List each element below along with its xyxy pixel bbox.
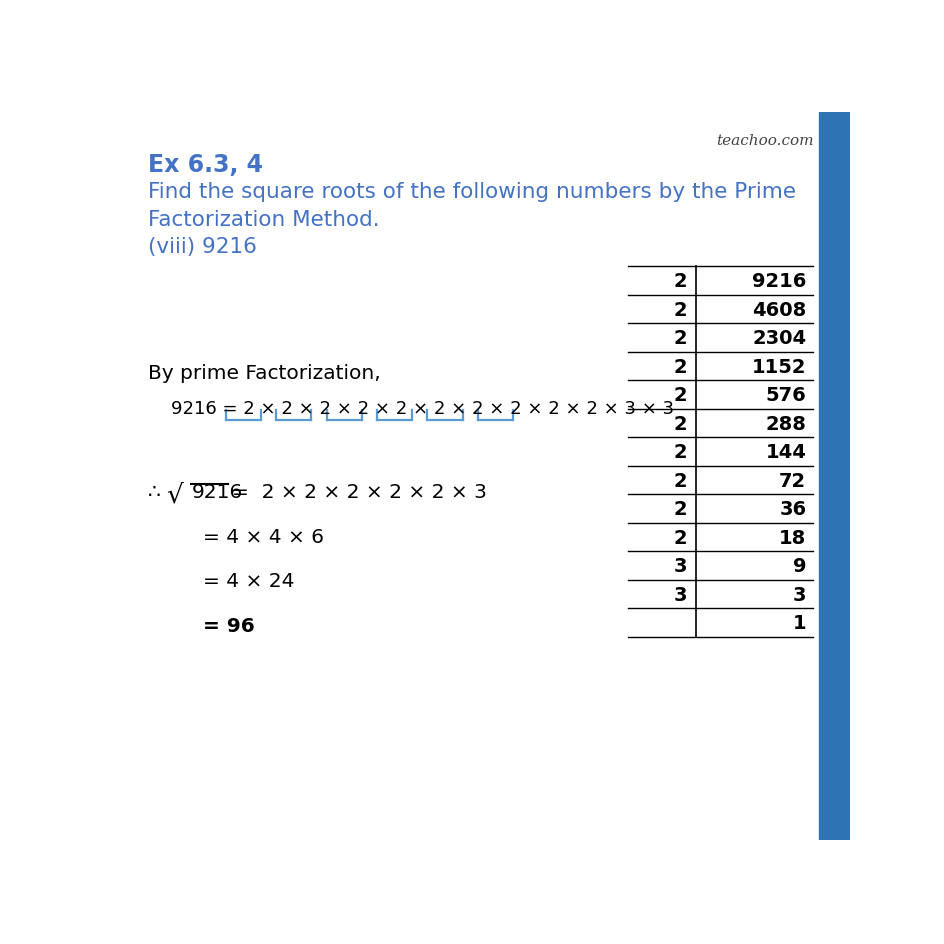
Text: 2304: 2304 — [751, 329, 805, 347]
Text: 3: 3 — [673, 585, 687, 604]
Text: Factorization Method.: Factorization Method. — [147, 210, 379, 229]
Text: (viii) 9216: (viii) 9216 — [147, 237, 256, 257]
Text: Ex 6.3, 4: Ex 6.3, 4 — [147, 153, 262, 177]
Text: teachoo.com: teachoo.com — [716, 134, 813, 148]
Text: 144: 144 — [765, 443, 805, 462]
Text: 2: 2 — [673, 300, 687, 319]
Text: 18: 18 — [778, 528, 805, 547]
Text: 2: 2 — [673, 528, 687, 547]
Text: 2: 2 — [673, 499, 687, 518]
Text: 2: 2 — [673, 357, 687, 377]
Text: =  2 × 2 × 2 × 2 × 2 × 3: = 2 × 2 × 2 × 2 × 2 × 3 — [232, 482, 486, 501]
Text: 9216 = 2 × 2 × 2 × 2 × 2 × 2 × 2 × 2 × 2 × 2 × 3 × 3: 9216 = 2 × 2 × 2 × 2 × 2 × 2 × 2 × 2 × 2… — [171, 399, 673, 417]
Bar — [818, 113, 850, 840]
Text: 3: 3 — [673, 556, 687, 576]
Text: 576: 576 — [765, 386, 805, 405]
Text: 9216: 9216 — [751, 272, 805, 291]
Text: = 4 × 4 × 6: = 4 × 4 × 6 — [203, 527, 324, 546]
Text: 36: 36 — [779, 499, 805, 518]
Text: 2: 2 — [673, 471, 687, 490]
Text: = 96: = 96 — [203, 616, 255, 635]
Text: 2: 2 — [673, 443, 687, 462]
Text: By prime Factorization,: By prime Factorization, — [147, 363, 379, 382]
Text: 2: 2 — [673, 414, 687, 433]
Text: 288: 288 — [765, 414, 805, 433]
Text: ∴: ∴ — [147, 482, 160, 501]
Text: 2: 2 — [673, 272, 687, 291]
Text: 72: 72 — [779, 471, 805, 490]
Text: 2: 2 — [673, 386, 687, 405]
Text: 9216: 9216 — [192, 482, 243, 501]
Text: = 4 × 24: = 4 × 24 — [203, 572, 295, 591]
Text: 9: 9 — [792, 556, 805, 576]
Text: 4608: 4608 — [751, 300, 805, 319]
Text: 2: 2 — [673, 329, 687, 347]
Text: 1: 1 — [792, 614, 805, 632]
Text: Find the square roots of the following numbers by the Prime: Find the square roots of the following n… — [147, 182, 795, 202]
Text: √: √ — [166, 482, 183, 509]
Text: 3: 3 — [792, 585, 805, 604]
Text: 1152: 1152 — [751, 357, 805, 377]
